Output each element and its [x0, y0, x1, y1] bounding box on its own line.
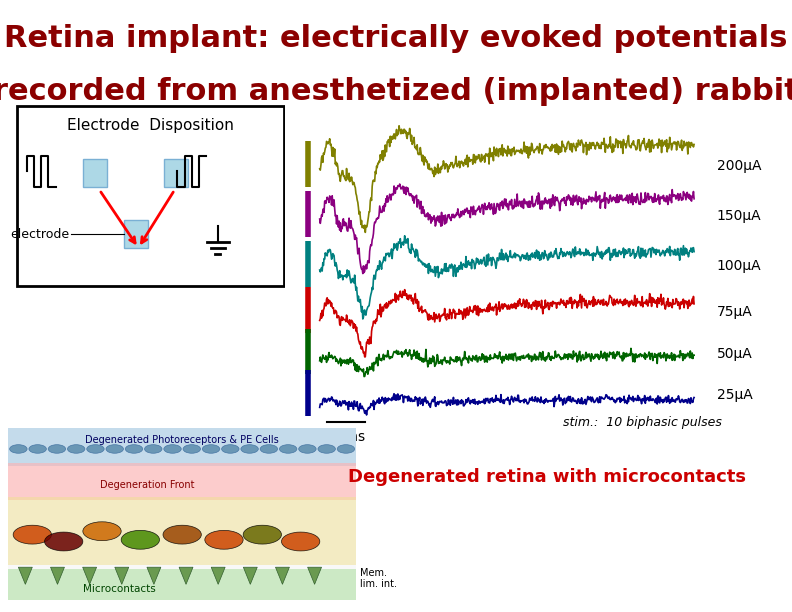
Text: 20ms: 20ms: [327, 430, 365, 444]
Circle shape: [222, 445, 239, 453]
Text: Degeneration Front: Degeneration Front: [100, 480, 195, 490]
Text: Microcontacts: Microcontacts: [83, 584, 156, 594]
Text: Mem.
lim. int.: Mem. lim. int.: [360, 567, 398, 589]
Text: 150μA: 150μA: [717, 209, 761, 223]
Circle shape: [164, 445, 181, 453]
Polygon shape: [179, 567, 193, 584]
Circle shape: [183, 445, 200, 453]
Bar: [8, 463, 356, 501]
Text: 100μA: 100μA: [717, 259, 761, 273]
Text: 25μA: 25μA: [717, 388, 752, 402]
Text: recorded from anesthetized (implanted) rabbit: recorded from anesthetized (implanted) r…: [0, 76, 792, 105]
Circle shape: [44, 532, 83, 551]
Polygon shape: [147, 567, 161, 584]
Circle shape: [281, 532, 320, 551]
Circle shape: [13, 525, 51, 544]
Text: Retina implant: electrically evoked potentials: Retina implant: electrically evoked pote…: [4, 24, 788, 53]
Bar: [8, 428, 356, 466]
Circle shape: [280, 445, 297, 453]
Circle shape: [299, 445, 316, 453]
Circle shape: [241, 445, 258, 453]
Bar: [83, 159, 108, 187]
Polygon shape: [211, 567, 225, 584]
Circle shape: [163, 525, 201, 544]
Text: Degenerated Photoreceptors & PE Cells: Degenerated Photoreceptors & PE Cells: [86, 435, 279, 446]
Text: 200μA: 200μA: [717, 159, 761, 173]
Polygon shape: [276, 567, 289, 584]
Polygon shape: [51, 567, 64, 584]
Circle shape: [48, 445, 66, 453]
Text: 50μA: 50μA: [717, 346, 752, 360]
Text: electrode: electrode: [10, 228, 70, 241]
Circle shape: [10, 445, 27, 453]
Circle shape: [243, 525, 281, 544]
Bar: [8, 497, 356, 565]
Polygon shape: [82, 567, 97, 584]
Polygon shape: [115, 567, 129, 584]
Circle shape: [29, 445, 47, 453]
Text: Electrode  Disposition: Electrode Disposition: [67, 118, 234, 133]
Circle shape: [337, 445, 355, 453]
Circle shape: [87, 445, 105, 453]
FancyBboxPatch shape: [17, 105, 284, 286]
Text: 75μA: 75μA: [717, 305, 752, 319]
Circle shape: [83, 522, 121, 540]
Circle shape: [67, 445, 85, 453]
Circle shape: [202, 445, 219, 453]
Circle shape: [145, 445, 162, 453]
Text: Degenerated retina with microcontacts: Degenerated retina with microcontacts: [348, 468, 747, 487]
Bar: [124, 220, 148, 248]
Circle shape: [125, 445, 143, 453]
Polygon shape: [243, 567, 257, 584]
Polygon shape: [18, 567, 32, 584]
Circle shape: [205, 531, 243, 549]
Bar: [8, 569, 356, 600]
Circle shape: [318, 445, 335, 453]
Polygon shape: [307, 567, 322, 584]
Bar: [164, 159, 188, 187]
Circle shape: [121, 531, 159, 549]
Circle shape: [260, 445, 277, 453]
Circle shape: [106, 445, 124, 453]
Text: stim.:  10 biphasic pulses: stim.: 10 biphasic pulses: [563, 416, 722, 428]
